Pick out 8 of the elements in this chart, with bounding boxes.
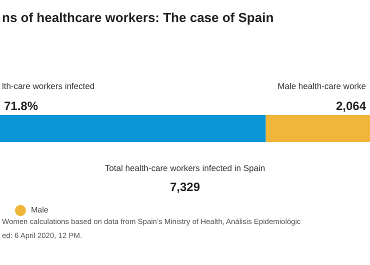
- data-label: 2,064: [336, 99, 366, 113]
- legend-label: Male: [31, 206, 49, 214]
- text: 7,329: [170, 180, 200, 194]
- text: 71.8%: [4, 99, 38, 113]
- chart-title: ns of healthcare workers: The case of Spain: [2, 10, 274, 25]
- text: Total health-care workers infected in Spain: [104, 163, 266, 173]
- text: lth-care workers infected: [2, 81, 95, 91]
- text: Male health-care worke: [278, 81, 366, 91]
